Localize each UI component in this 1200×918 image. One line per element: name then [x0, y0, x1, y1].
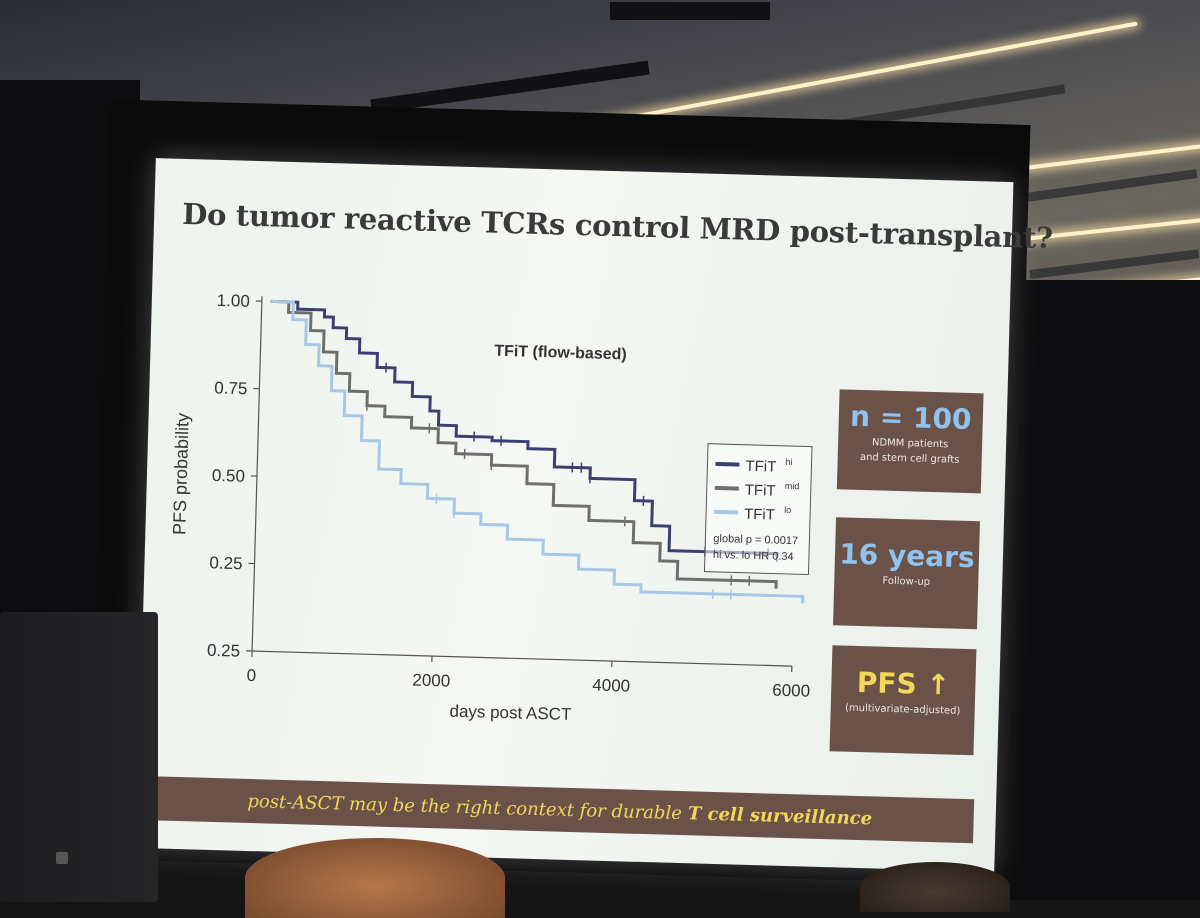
legend-label-0: TFiT: [745, 458, 776, 476]
footer-text: post-ASCT may be the right context for d…: [247, 790, 682, 823]
km-survival-chart: 1.00 0.75 0.50 0.25 0.25 0 2000 4000 6000 days po…: [139, 278, 832, 777]
legend-swatch-2: [714, 512, 738, 513]
follow-up-caption: Follow-up: [834, 573, 978, 590]
x-axis-label: days post ASCT: [449, 702, 571, 724]
pfs-caption: (multivariate-adjusted): [831, 701, 975, 718]
audience-head-2: [860, 862, 1010, 912]
y-tick-label-1: 0.75: [214, 378, 248, 398]
sample-size-caption-2: and stem cell grafts: [838, 450, 982, 467]
legend-stat-pvalue: global p = 0.0017: [713, 533, 798, 547]
info-box-sample-size: n = 100 NDMM patients and stem cell graf…: [837, 389, 984, 493]
speaker-logo: [56, 852, 68, 864]
y-tick-label-0: 1.00: [216, 291, 250, 311]
audience-head-1: [245, 838, 505, 918]
stage-speaker: [0, 612, 158, 902]
follow-up-value: 16 years: [835, 537, 980, 575]
info-box-follow-up: 16 years Follow-up: [833, 517, 980, 629]
sample-size-caption-1: NDMM patients: [838, 435, 982, 452]
info-box-pfs: PFS ↑ (multivariate-adjusted): [830, 645, 977, 755]
legend-label-2: TFiT: [744, 506, 775, 524]
presentation-slide: Do tumor reactive TCRs control MRD post-…: [137, 158, 1014, 872]
sample-size-value: n = 100: [838, 399, 983, 437]
pfs-value: PFS ↑: [831, 665, 976, 703]
x-axis-line: [252, 651, 792, 666]
ceiling-truss-2: [610, 2, 770, 20]
legend-sup-2: lo: [784, 505, 791, 515]
legend-stat-hr: hi vs. lo HR 0.34: [713, 549, 794, 563]
legend-sup-1: mid: [785, 481, 800, 491]
y-tick-label-4: 0.25: [207, 641, 241, 661]
y-tick-label-2: 0.50: [212, 466, 246, 486]
x-tick-label-3: 6000: [772, 681, 810, 701]
legend-swatch-1: [715, 488, 739, 489]
y-axis-line: [252, 296, 262, 651]
chart-legend: TFiT hi TFiT mid TFiT lo global p = 0.0017 hi v…: [704, 444, 812, 575]
x-tick-label-0: 0: [246, 666, 256, 685]
footer-emphasis: T cell surveillance: [688, 803, 873, 829]
right-curtain: [1010, 280, 1200, 900]
y-tick-label-3: 0.25: [209, 553, 243, 573]
slide-title: Do tumor reactive TCRs control MRD post-…: [182, 197, 1003, 254]
legend-swatch-0: [715, 464, 739, 465]
y-axis-label: PFS probability: [169, 413, 192, 536]
slide-footer-banner: post-ASCT may be the right context for d…: [145, 776, 974, 843]
legend-label-1: TFiT: [745, 482, 776, 500]
chart-title: TFiT (flow-based): [494, 343, 627, 364]
x-tick-label-1: 2000: [412, 671, 450, 691]
legend-sup-0: hi: [785, 457, 792, 467]
x-tick-label-2: 4000: [592, 676, 630, 696]
